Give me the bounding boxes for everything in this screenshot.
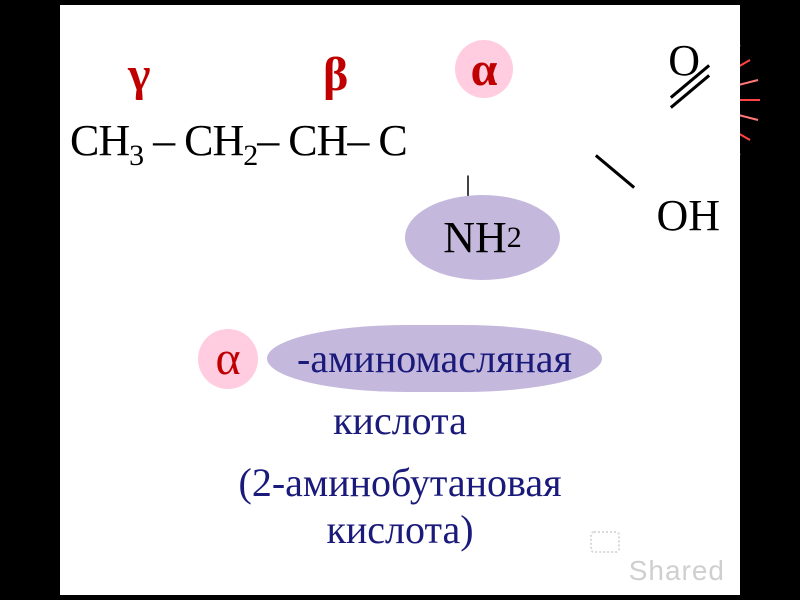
hydroxyl-group: OH <box>656 190 720 241</box>
chemical-formula: γ β α O CH3 – CH2– CH– C | NH2 OH <box>60 25 740 305</box>
beta-label: β <box>315 45 356 104</box>
trivial-name-part2: кислота <box>60 397 740 444</box>
watermark-icon <box>590 531 620 553</box>
alpha-prefix: α <box>198 329 258 389</box>
watermark-text: Shared <box>629 555 725 587</box>
content-panel: γ β α O CH3 – CH2– CH– C | NH2 OH α -ами… <box>60 5 740 595</box>
compound-name: α -аминомасляная кислота (2-аминобутанов… <box>60 325 740 553</box>
amino-group: NH2 <box>405 195 560 280</box>
gamma-label: γ <box>120 45 158 104</box>
iupac-name-line2: кислота) <box>60 506 740 553</box>
oh-bond <box>595 154 635 188</box>
carbon-chain: CH3 – CH2– CH– C <box>70 115 407 173</box>
trivial-name-part1: -аминомасляная <box>267 325 602 392</box>
iupac-name-line1: (2-аминобутановая <box>60 459 740 506</box>
alpha-label: α <box>455 40 513 98</box>
